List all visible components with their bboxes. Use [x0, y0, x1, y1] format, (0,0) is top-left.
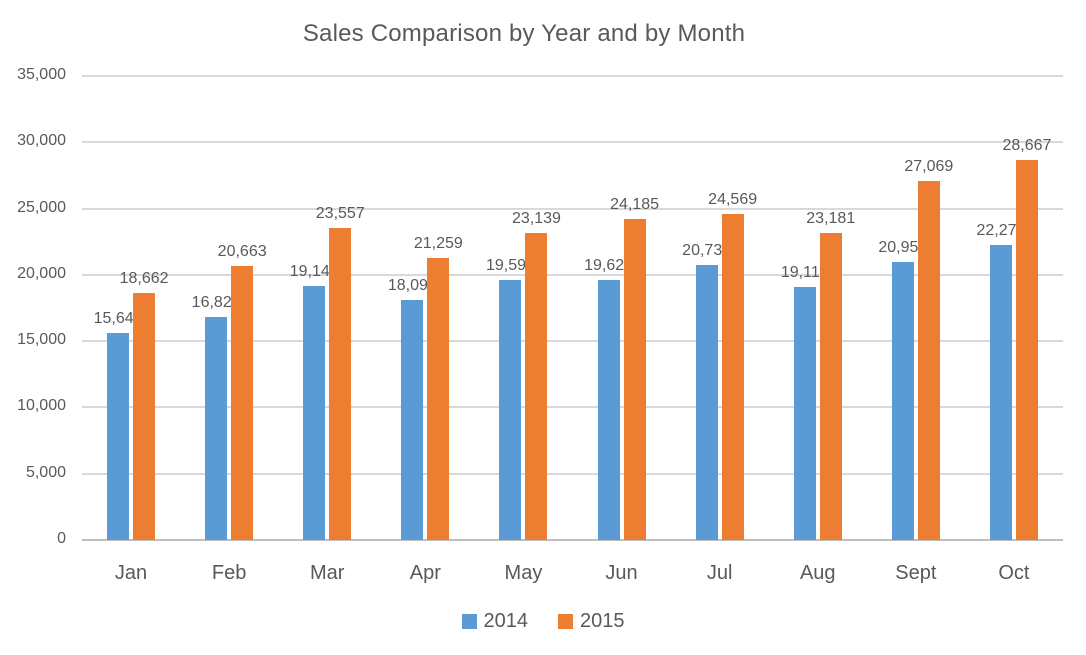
x-axis-line — [82, 539, 1063, 541]
plot-area: 15,642 18,662 16,828 20,663 19,143 23,557 18,0… — [82, 75, 1063, 541]
x-tick-label-jul: Jul — [706, 562, 733, 584]
x-tick-label-may: May — [504, 562, 543, 584]
bar-label-2015-jan: 18,662 — [119, 269, 169, 287]
bar-label-2014-apr: 18,094 — [387, 277, 437, 295]
gridline-30000 — [82, 141, 1063, 144]
bar-2014-feb — [205, 316, 228, 540]
y-tick-label-20000: 20,000 — [17, 264, 66, 282]
bar-label-2014-mar: 19,143 — [289, 263, 339, 281]
bar-2015-apr — [427, 258, 450, 540]
x-axis: Jan Feb Mar Apr May Jun Jul Aug Sept Oct — [82, 560, 1063, 590]
bar-label-2014-jan: 15,642 — [93, 309, 143, 327]
bar-label-2015-feb: 20,663 — [217, 243, 267, 261]
y-tick-label-30000: 30,000 — [17, 132, 66, 150]
bar-2014-apr — [401, 300, 424, 540]
x-tick-label-jun: Jun — [605, 562, 638, 584]
bar-label-2015-aug: 23,181 — [806, 209, 856, 227]
legend: 2014 2015 — [0, 610, 1086, 633]
y-tick-label-25000: 25,000 — [17, 198, 66, 216]
y-tick-label-0: 0 — [57, 530, 66, 547]
bar-label-2014-jul: 20,730 — [682, 242, 732, 260]
bar-2015-jul — [721, 214, 744, 540]
bar-label-2014-oct: 22,278 — [976, 221, 1026, 239]
y-tick-label-35000: 35,000 — [17, 66, 66, 83]
bar-label-2015-jun: 24,185 — [610, 196, 660, 214]
legend-swatch-2014 — [461, 614, 477, 629]
x-tick-label-oct: Oct — [998, 562, 1030, 584]
bar-2015-aug — [819, 232, 842, 540]
bar-label-2014-may: 19,598 — [485, 257, 535, 275]
chart-title: Sales Comparison by Year and by Month — [302, 20, 746, 47]
bar-2014-aug — [793, 286, 816, 540]
legend-label-2014: 2014 — [483, 610, 529, 632]
gridline-35000 — [82, 75, 1063, 77]
bar-2015-may — [525, 233, 548, 540]
y-tick-label-15000: 15,000 — [17, 331, 66, 349]
gridline-25000 — [82, 207, 1063, 210]
gridline-20000 — [82, 273, 1063, 276]
bar-label-2015-oct: 28,667 — [1002, 136, 1052, 154]
bar-2014-jan — [107, 332, 130, 540]
bar-label-2015-jul: 24,569 — [708, 191, 758, 209]
bar-label-2014-aug: 19,116 — [780, 263, 829, 281]
bar-label-2015-may: 23,139 — [511, 210, 561, 228]
bar-2014-mar — [303, 286, 326, 540]
bar-label-2015-apr: 21,259 — [413, 235, 463, 253]
bar-2015-mar — [329, 227, 352, 540]
x-tick-label-feb: Feb — [211, 562, 247, 584]
gridline-15000 — [82, 340, 1063, 343]
bar-2014-sept — [891, 262, 914, 540]
x-tick-label-aug: Aug — [799, 562, 836, 584]
x-tick-label-apr: Apr — [409, 562, 441, 584]
bar-2015-jun — [623, 219, 646, 540]
bar-2015-feb — [231, 266, 254, 540]
x-tick-label-mar: Mar — [310, 562, 345, 584]
bar-label-2014-sept: 20,954 — [878, 239, 928, 257]
y-axis: 0 5,000 10,000 15,000 20,000 25,000 30,000 35,0… — [0, 66, 66, 547]
bar-2014-may — [499, 280, 522, 540]
bar-2015-jan — [133, 292, 156, 540]
bar-label-2014-feb: 16,828 — [191, 293, 241, 311]
gridline-10000 — [82, 406, 1063, 409]
bar-2015-sept — [917, 181, 940, 540]
bar-2014-jun — [597, 279, 620, 540]
legend-swatch-2015 — [558, 614, 573, 629]
bar-2014-jul — [695, 265, 718, 540]
y-tick-label-5000: 5,000 — [25, 463, 66, 481]
y-tick-label-10000: 10,000 — [17, 397, 66, 415]
bar-label-2014-jun: 19,622 — [584, 256, 634, 274]
bar-2015-oct — [1015, 159, 1038, 540]
legend-label-2015: 2015 — [580, 610, 625, 632]
bar-label-2015-mar: 23,557 — [315, 204, 365, 222]
x-tick-label-sept: Sept — [895, 562, 937, 584]
gridline-5000 — [82, 472, 1063, 475]
legend-item-2014: 2014 — [461, 610, 529, 633]
bar-2014-oct — [989, 244, 1012, 540]
bar-label-2015-sept: 27,069 — [904, 158, 954, 176]
legend-item-2015: 2015 — [558, 610, 625, 633]
x-tick-label-jan: Jan — [114, 562, 148, 584]
